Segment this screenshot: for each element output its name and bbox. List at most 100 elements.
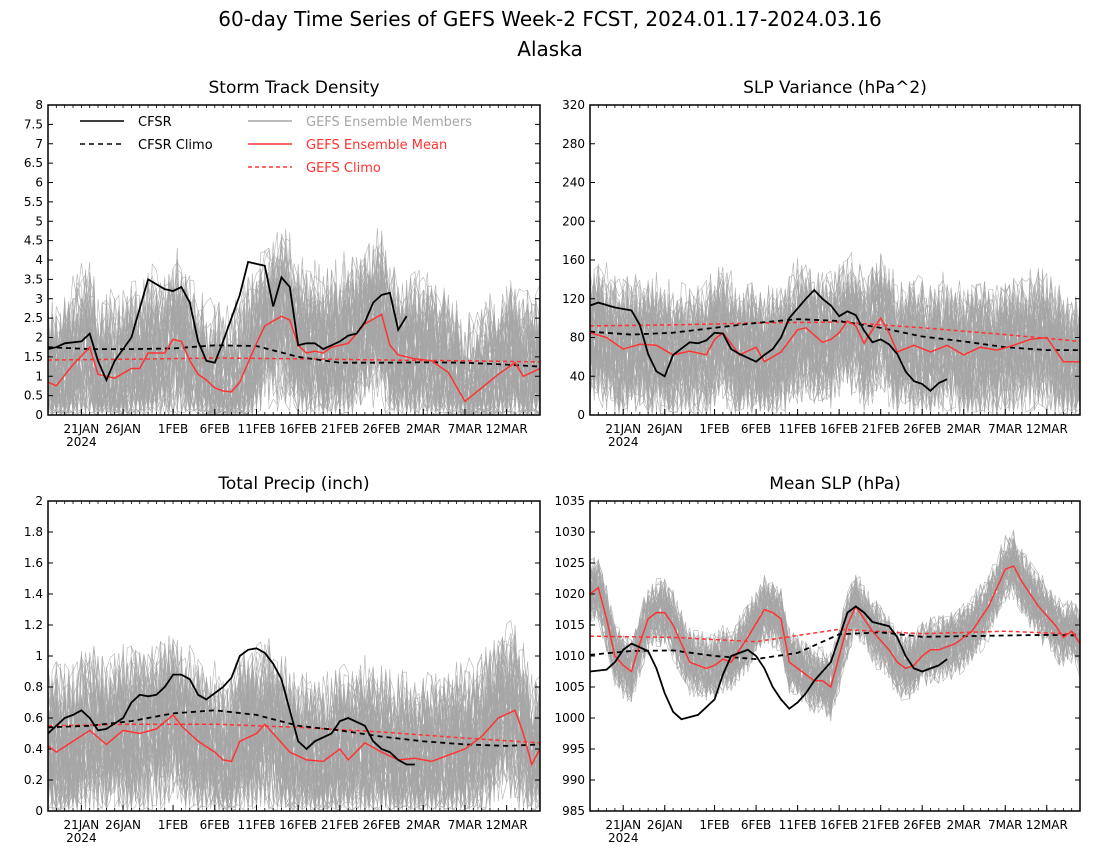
series-line-cfsr-climo [48,344,540,368]
x-tick-label: 21FEB [321,818,359,832]
y-tick-label: 0.8 [24,680,43,694]
x-tick-label: 7MAR [448,422,483,436]
y-tick-label: 1000 [554,711,585,725]
series-line-gefs-ensemble-mean [590,316,1080,363]
x-tick-label: 21FEB [321,422,359,436]
y-tick-label: 1015 [554,618,585,632]
y-tick-label: 8 [35,98,43,112]
plot-frame [589,104,1081,416]
legend-label-mean: GEFS Ensemble Mean [306,138,447,153]
y-tick-label: 80 [570,331,585,345]
series-line-gefs-ensemble-mean [48,313,540,403]
x-tick-label: 16FEB [820,422,858,436]
x-tick-label: 11FEB [779,818,817,832]
y-tick-label: 6 [35,176,43,190]
panel-3: Total Precip (inch) 0 0.2 0.4 0.6 0.8 1 1.2 1.4 1… [24,474,541,845]
series-line-cfsr-climo [590,631,1080,661]
panels: Storm Track Density 0 0.5 1 1.5 2 2.5 3 3.5 4 4.5 5… [24,78,1081,845]
y-tick-label: 2 [35,331,43,345]
y-tick-label: 2.5 [24,311,43,325]
x-tick-label: 2MAR [406,818,441,832]
y-tick-label: 7.5 [24,117,43,131]
y-tick-label: 2 [35,494,43,508]
ensemble-member-line [48,645,540,811]
y-tick-label: 1030 [554,525,585,539]
panel-title: Storm Track Density [208,78,379,98]
series-line-gefs-climo [590,628,1080,643]
y-tick-label: 6.5 [24,156,43,170]
y-tick-label: 1020 [554,587,585,601]
x-tick-label: 12MAR [1026,422,1068,436]
y-tick-label: 40 [570,369,585,383]
x-tick-label: 2MAR [406,422,441,436]
series-line-gefs-climo [48,357,540,363]
series-line-gefs-climo [590,321,1080,343]
x-tick-label: 21JAN [605,818,641,832]
x-tick-label: 21JAN [605,422,641,436]
series-line-cfsr [590,605,948,721]
y-tick-label: 1.5 [24,350,43,364]
panel-4: Mean SLP (hPa) 985 990 995 1000 1005 1010 1015 1… [554,474,1081,845]
plot-frame [47,104,541,416]
ensemble-member-line [48,672,540,811]
x-tick-label: 6FEB [741,818,771,832]
panel-title: Total Precip (inch) [217,474,369,494]
x-year-label: 2024 [608,831,639,845]
x-tick-label: 2MAR [946,422,981,436]
x-tick-label: 6FEB [200,818,230,832]
x-tick-label: 16FEB [279,818,317,832]
ensemble-member-line [590,285,1080,415]
y-tick-label: 1 [35,649,43,663]
y-tick-label: 995 [562,742,585,756]
y-tick-label: 1.4 [24,587,43,601]
y-tick-label: 3 [35,292,43,306]
y-tick-label: 3.5 [24,272,43,286]
series-line-gefs-ensemble-mean [48,709,540,767]
ensemble-member-line [48,237,540,415]
x-tick-label: 11FEB [237,818,275,832]
legend-label-gefs-climo: GEFS Climo [306,161,381,176]
y-tick-label: 0 [35,408,43,422]
x-tick-label: 26JAN [647,422,683,436]
ensemble-member-line [590,253,1080,404]
x-tick-label: 1FEB [699,818,729,832]
y-tick-label: 4.5 [24,234,43,248]
y-tick-label: 0.2 [24,773,43,787]
y-tick-label: 1.8 [24,525,43,539]
panel-2: SLP Variance (hPa^2) 0 40 80 120 160 200 240 280… [562,78,1081,449]
series-line-cfsr [48,647,415,766]
series-line-cfsr-climo [48,709,540,747]
x-tick-label: 12MAR [486,422,528,436]
y-tick-label: 5.5 [24,195,43,209]
y-tick-label: 7 [35,137,43,151]
ensemble-member-line [590,539,1080,695]
x-tick-label: 21FEB [862,422,900,436]
legend-label-cfsr: CFSR [138,115,172,130]
ensemble-members [590,251,1080,415]
y-tick-label: 5 [35,214,43,228]
figure-title: 60-day Time Series of GEFS Week-2 FCST, … [218,7,881,31]
x-tick-label: 26JAN [105,422,141,436]
y-tick-label: 4 [35,253,43,267]
legend-label-cfsr-climo: CFSR Climo [138,138,213,153]
ensemble-members [48,619,540,811]
legend: CFSR CFSR Climo GEFS Ensemble Members GEFS … [80,115,472,176]
ensemble-member-line [48,644,540,811]
x-tick-label: 1FEB [158,422,188,436]
ensemble-member-line [590,262,1080,400]
x-tick-label: 16FEB [279,422,317,436]
x-tick-label: 26FEB [903,422,941,436]
y-tick-label: 0.4 [24,742,43,756]
y-tick-label: 1005 [554,680,585,694]
x-tick-label: 6FEB [200,422,230,436]
ensemble-member-line [590,560,1080,702]
y-tick-label: 1025 [554,556,585,570]
ensemble-member-line [48,277,540,415]
ensemble-member-line [48,271,540,415]
y-tick-label: 0.6 [24,711,43,725]
y-tick-label: 985 [562,804,585,818]
x-year-label: 2024 [608,435,639,449]
x-tick-label: 21FEB [862,818,900,832]
ensemble-members [590,529,1080,722]
